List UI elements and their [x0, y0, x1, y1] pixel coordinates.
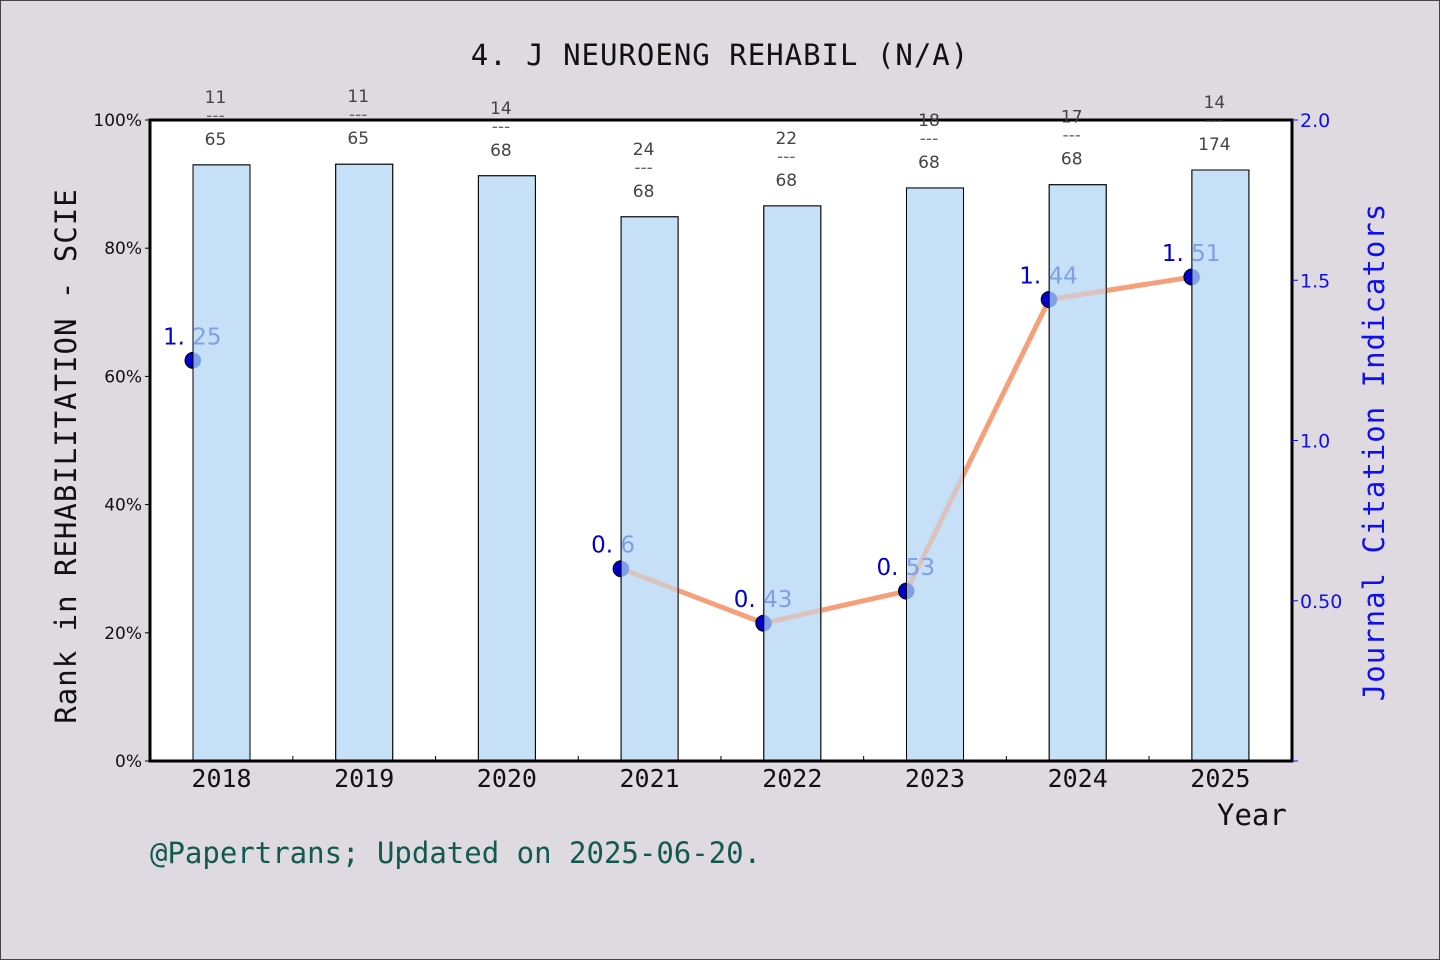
rank-label-denominator: 65: [205, 130, 227, 150]
y-left-tick-label: 80%: [104, 239, 142, 259]
x-tick-label-2018: 2018: [191, 764, 251, 793]
x-axis-label: Year: [1217, 798, 1287, 832]
jci-marker-half-2025: [1183, 268, 1193, 286]
rank-label-numerator: 14: [490, 99, 512, 119]
y-axis-right-label: Journal Citation Indicators: [1357, 202, 1391, 702]
jci-marker-half-2023: [898, 582, 907, 600]
x-tick-label-2019: 2019: [334, 764, 394, 793]
y-right-tick-label: 0.50: [1300, 591, 1342, 613]
jci-point-label-2025: 1. 51: [1162, 241, 1221, 267]
rank-label-numerator: 18: [918, 111, 940, 131]
y-axis-left-label: Rank in REHABILITATION - SCIE: [49, 188, 83, 724]
rank-label-numerator: 14: [1204, 93, 1226, 113]
y-right-tick-label: 1.0: [1300, 431, 1330, 453]
rank-label-divider: ---: [777, 147, 795, 167]
y-right-tick-label: 1.5: [1300, 270, 1330, 292]
rank-label-divider: ---: [1205, 111, 1223, 131]
jci-point-label-2024: 1. 44: [1019, 263, 1078, 289]
x-tick-label-2021: 2021: [619, 764, 679, 793]
rank-label-divider: ---: [634, 158, 652, 178]
bar-overlay-2018: [192, 164, 251, 762]
rank-label-divider: ---: [920, 129, 938, 149]
y-left-tick-label: 0%: [115, 752, 142, 772]
jci-point-label-2021: 0. 6: [591, 533, 635, 559]
y-left-tick-label: 40%: [104, 496, 142, 516]
jci-point-label-2022: 0. 43: [734, 587, 793, 613]
bar-overlay-2021: [620, 216, 679, 762]
rank-label-divider: ---: [206, 106, 224, 126]
y-left-tick-label: 100%: [93, 111, 142, 131]
rank-label-denominator: 68: [918, 153, 940, 173]
rank-label-numerator: 11: [205, 88, 227, 108]
bar-overlay-2020: [477, 175, 536, 762]
x-tick-label-2024: 2024: [1048, 764, 1108, 793]
rank-label-denominator: 68: [490, 141, 512, 161]
bar-overlay-2023: [906, 187, 964, 762]
rank-label-numerator: 24: [633, 140, 655, 160]
chart-title: 4. J NEUROENG REHABIL (N/A): [470, 38, 970, 72]
jci-marker-half-2018: [184, 351, 194, 369]
rank-label-divider: ---: [1062, 126, 1080, 146]
rank-label-denominator: 174: [1198, 135, 1230, 155]
bar-overlay-2024: [1048, 184, 1107, 762]
rank-label-divider: ---: [492, 117, 510, 137]
rank-label-denominator: 68: [775, 171, 797, 191]
footer-credit: @Papertrans; Updated on 2025-06-20.: [150, 836, 762, 870]
plot-area: [150, 120, 1292, 761]
rank-label-denominator: 68: [633, 182, 655, 202]
x-tick-label-2023: 2023: [905, 764, 965, 793]
x-tick-label-2025: 2025: [1190, 764, 1250, 793]
jci-point-label-2018: 1. 25: [163, 324, 222, 350]
y-right-tick-label: 2.0: [1300, 110, 1330, 132]
rank-label-denominator: 65: [347, 129, 369, 149]
jci-marker-half-2022: [755, 614, 765, 632]
rank-label-divider: ---: [349, 105, 367, 125]
bar-overlay-2019: [335, 163, 394, 762]
y-left-tick-label: 20%: [104, 624, 142, 644]
rank-label-denominator: 68: [1061, 150, 1083, 170]
x-tick-label-2020: 2020: [477, 764, 537, 793]
rank-label-numerator: 17: [1061, 108, 1083, 128]
rank-label-numerator: 22: [775, 129, 797, 149]
bar-overlay-2025: [1191, 169, 1250, 762]
bar-overlay-2022: [763, 205, 822, 762]
y-left-tick-label: 60%: [104, 367, 142, 387]
jci-point-label-2023: 0. 53: [877, 555, 936, 581]
x-tick-label-2022: 2022: [762, 764, 822, 793]
rank-label-numerator: 11: [347, 87, 369, 107]
jci-marker-half-2021: [612, 560, 622, 578]
jci-marker-half-2024: [1040, 290, 1050, 308]
